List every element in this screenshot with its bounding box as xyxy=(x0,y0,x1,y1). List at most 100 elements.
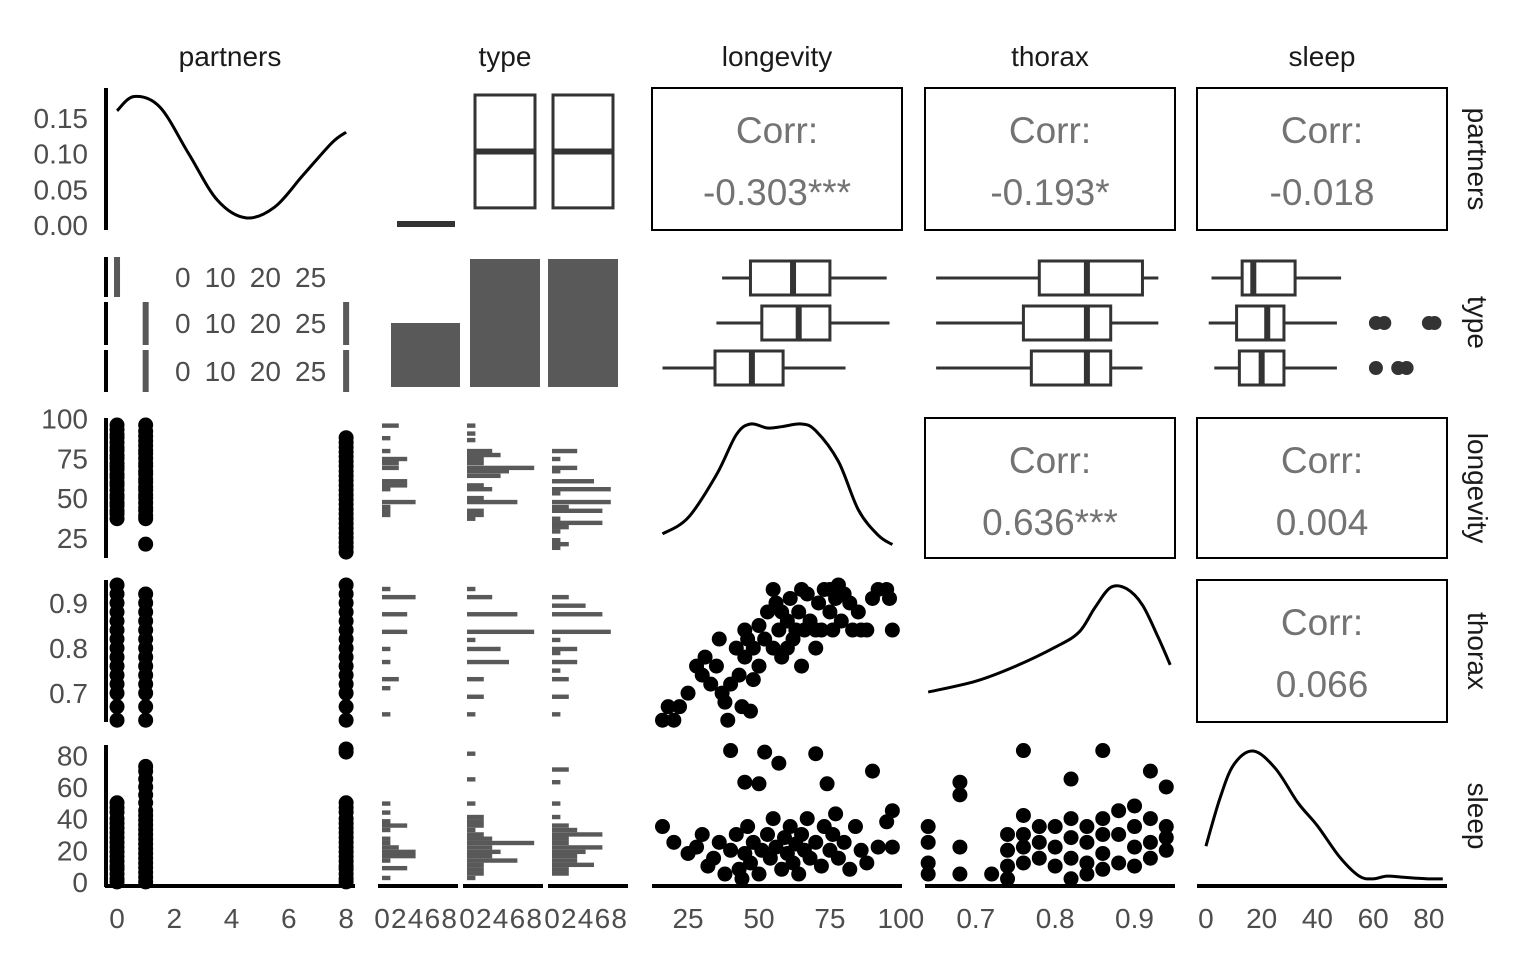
point-partners-thorax xyxy=(109,712,125,728)
hist-bar-longevity-type-2 xyxy=(552,465,578,471)
type-count-bar-1 xyxy=(470,259,540,387)
y-tick-longevity: 100 xyxy=(41,404,88,435)
y-tick-type: 20 xyxy=(250,356,281,387)
point-thorax-sleep xyxy=(920,866,936,882)
strip-label-right-type: type xyxy=(1462,296,1493,349)
hist-bar-longevity-type-2 xyxy=(552,508,603,514)
point-partners-thorax xyxy=(138,586,154,602)
point-longevity-sleep xyxy=(711,834,727,850)
hist-bar-longevity-type-1 xyxy=(467,508,484,514)
x-tick-type: 6 xyxy=(595,903,611,934)
hist-bar-thorax-type-2 xyxy=(552,612,603,617)
point-longevity-sleep xyxy=(734,871,750,887)
point-longevity-thorax xyxy=(751,618,767,634)
x-tick-longevity: 50 xyxy=(743,903,774,934)
point-thorax-sleep xyxy=(1127,819,1143,835)
hist-bar-sleep-type-2 xyxy=(552,858,578,863)
point-thorax-sleep xyxy=(1015,855,1031,871)
hist-bar-sleep-type-2 xyxy=(552,862,594,868)
density-curve-sleep xyxy=(1204,749,1443,881)
y-tick-type: 0 xyxy=(175,356,191,387)
point-longevity-thorax xyxy=(717,694,733,710)
corr-label: Corr: xyxy=(1281,110,1363,151)
hist-bar-thorax-type-2 xyxy=(552,629,611,635)
hist-bar-sleep-type-0 xyxy=(382,801,391,806)
hist-bar-longevity-type-1 xyxy=(467,452,501,458)
point-longevity-sleep xyxy=(765,811,781,827)
hist-bar-sleep-type-1 xyxy=(467,836,493,841)
hist-bar-longevity-type-2 xyxy=(552,524,569,530)
hist-bar-sleep-type-0 xyxy=(382,858,391,863)
point-longevity-sleep xyxy=(791,866,807,882)
point-thorax-sleep xyxy=(984,866,1000,882)
point-longevity-thorax xyxy=(765,581,781,597)
point-thorax-sleep xyxy=(920,855,936,871)
hist-bar-longevity-type-1 xyxy=(467,448,493,454)
point-longevity-sleep xyxy=(706,850,722,866)
y-tick-partners: 0.15 xyxy=(34,103,89,134)
point-longevity-thorax xyxy=(697,649,713,665)
point-longevity-sleep xyxy=(777,830,793,846)
strip-label-right-partners: partners xyxy=(1462,108,1493,211)
point-longevity-thorax xyxy=(751,658,767,674)
point-longevity-sleep xyxy=(742,855,758,871)
hist-bar-longevity-type-2 xyxy=(552,520,603,526)
hist-bar-sleep-type-1 xyxy=(467,819,484,824)
corr-label: Corr: xyxy=(1281,440,1363,481)
point-longevity-thorax xyxy=(720,712,736,728)
x-tick-thorax: 0.8 xyxy=(1036,903,1075,934)
point-thorax-sleep xyxy=(1047,858,1063,874)
point-thorax-sleep xyxy=(1095,861,1111,877)
point-partners-thorax xyxy=(138,712,154,728)
y-tick-thorax: 0.8 xyxy=(49,633,88,664)
y-tick-sleep: 40 xyxy=(57,804,88,835)
point-longevity-thorax xyxy=(884,622,900,638)
type-count-bar-2 xyxy=(548,259,618,387)
point-partners-longevity xyxy=(138,417,154,433)
hist-bar-thorax-type-1 xyxy=(467,646,501,652)
box-outlier-sleep xyxy=(1368,361,1383,375)
hist-bar-longevity-type-2 xyxy=(552,456,561,462)
strip-label-top-thorax: thorax xyxy=(1011,41,1089,72)
x-tick-sleep: 20 xyxy=(1246,903,1277,934)
hist-bar-partners-type-2 xyxy=(343,350,350,392)
point-longevity-sleep xyxy=(884,839,900,855)
point-thorax-sleep xyxy=(1142,811,1158,827)
point-longevity-sleep xyxy=(737,774,753,790)
point-longevity-sleep xyxy=(666,834,682,850)
hist-bar-longevity-type-0 xyxy=(382,499,416,505)
x-tick-type: 4 xyxy=(578,903,594,934)
x-tick-type: 4 xyxy=(408,903,424,934)
point-partners-thorax xyxy=(338,712,354,728)
hist-bar-longevity-type-1 xyxy=(467,456,484,462)
point-longevity-thorax xyxy=(745,672,761,688)
hist-bar-sleep-type-2 xyxy=(552,867,569,872)
hist-bar-partners-type-0 xyxy=(114,257,121,297)
point-longevity-sleep xyxy=(828,806,844,822)
point-longevity-sleep xyxy=(689,839,705,855)
hist-bar-longevity-type-2 xyxy=(552,504,569,510)
point-longevity-thorax xyxy=(859,622,875,638)
hist-bar-thorax-type-0 xyxy=(382,712,391,717)
point-partners-longevity xyxy=(109,417,125,433)
hist-bar-sleep-type-2 xyxy=(552,823,569,828)
hist-bar-longevity-type-2 xyxy=(552,491,561,496)
x-tick-type: 8 xyxy=(526,903,542,934)
hist-bar-thorax-type-2 xyxy=(552,712,561,717)
hist-bar-longevity-type-0 xyxy=(382,504,391,510)
point-thorax-sleep xyxy=(1158,830,1174,846)
point-longevity-sleep xyxy=(853,842,869,858)
x-tick-type: 0 xyxy=(544,903,560,934)
point-longevity-thorax xyxy=(794,581,810,597)
y-tick-type: 0 xyxy=(175,262,191,293)
y-tick-type: 10 xyxy=(205,308,236,339)
point-thorax-sleep xyxy=(1047,839,1063,855)
hist-bar-thorax-type-0 xyxy=(382,659,391,665)
corr-box-longevity-sleep xyxy=(1196,417,1448,559)
point-longevity-sleep xyxy=(771,755,787,771)
point-longevity-thorax xyxy=(654,712,670,728)
hist-bar-thorax-type-1 xyxy=(467,712,476,717)
x-tick-type: 4 xyxy=(493,903,509,934)
hist-bar-sleep-type-2 xyxy=(552,853,578,859)
point-thorax-sleep xyxy=(952,866,968,882)
